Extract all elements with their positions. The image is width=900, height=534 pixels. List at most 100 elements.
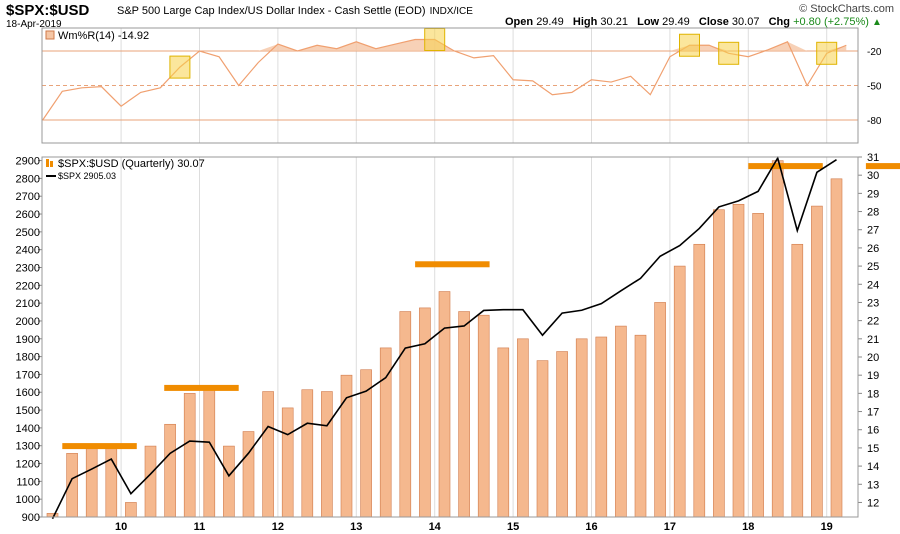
right-tick-label: 16 <box>867 425 879 437</box>
right-tick-label: 31 <box>867 152 879 164</box>
ticker-symbol: $SPX:$USD <box>6 2 90 19</box>
ratio-bar <box>713 209 725 518</box>
left-tick-label: 2200 <box>16 280 40 292</box>
ratio-bar <box>497 347 510 518</box>
x-tick-label: 12 <box>272 521 284 533</box>
right-tick-label: 20 <box>867 352 879 364</box>
right-tick-label: 19 <box>867 370 879 382</box>
high-label: High <box>572 16 598 28</box>
left-tick-label: 2800 <box>16 173 40 185</box>
low-value: 29.49 <box>662 16 690 28</box>
stockcharts-brand: © StockCharts.com <box>799 3 894 15</box>
right-tick-label: 26 <box>867 243 879 255</box>
ratio-bar <box>771 160 784 518</box>
right-tick-label: 30 <box>867 170 879 182</box>
left-tick-label: 1200 <box>16 459 40 471</box>
left-tick-label: 1000 <box>16 494 40 506</box>
high-value: 30.21 <box>600 16 628 28</box>
left-tick-label: 2600 <box>16 209 40 221</box>
ratio-bar <box>811 205 823 518</box>
wr-highlight-box <box>816 41 838 65</box>
left-tick-label: 2100 <box>16 298 40 310</box>
ratio-bar <box>144 445 157 518</box>
right-tick-label: 27 <box>867 225 879 237</box>
x-tick-label: 15 <box>507 521 519 533</box>
right-tick-label: 25 <box>867 261 879 273</box>
ratio-bar <box>732 203 745 518</box>
bar-legend-swatch <box>46 159 49 167</box>
right-tick-label: 24 <box>867 279 879 291</box>
ratio-bar <box>693 243 706 518</box>
axes: 12 13 14 15 16 17 18 19 20 21 22 23 24 25 26 27 28 29 30 31… <box>16 27 879 533</box>
left-tick-label: 1400 <box>16 423 40 435</box>
ratio-bar <box>830 178 843 518</box>
main-frame <box>41 156 859 518</box>
ratio-bar <box>517 338 529 518</box>
ratio-bar <box>752 213 764 518</box>
left-tick-label: 1100 <box>16 476 40 488</box>
ratio-bar <box>125 502 137 518</box>
right-tick-label: 29 <box>867 188 879 200</box>
ratio-bar <box>262 391 274 518</box>
ratio-bar <box>575 338 588 518</box>
ratio-bar <box>223 445 235 518</box>
right-tick-label: 14 <box>867 461 879 473</box>
ratio-bar <box>419 307 431 518</box>
close-value: 30.07 <box>731 16 760 28</box>
quote-summary: Open 29.49 High 30.21 Low 29.49 Close 30… <box>505 16 882 28</box>
wr-highlight-box <box>424 28 446 51</box>
left-tick-label: 2000 <box>16 316 40 328</box>
close-label: Close <box>698 16 729 28</box>
up-triangle-icon: ▲ <box>871 17 882 28</box>
top-marker <box>164 384 239 391</box>
right-tick-label: 28 <box>867 207 879 219</box>
ratio-bar <box>321 391 333 518</box>
chg-label: Chg <box>768 16 790 28</box>
ratio-bar <box>477 314 490 518</box>
ratio-bar <box>281 407 294 518</box>
ratio-bar <box>556 351 568 518</box>
ratio-bar <box>791 243 804 518</box>
ratio-bar <box>242 431 255 518</box>
instrument-description: S&P 500 Large Cap Index/US Dollar Index … <box>117 5 473 17</box>
x-tick-label: 17 <box>664 521 676 533</box>
williams-r-panel: -20 -50 -80 Wm%R(14) -14.92 <box>42 28 882 127</box>
x-tick-label: 11 <box>194 521 206 533</box>
ratio-bar <box>203 389 216 518</box>
ratio-bar <box>183 393 196 518</box>
ratio-bar <box>673 265 686 518</box>
x-tick-label: 13 <box>350 521 362 533</box>
ratio-bar <box>85 447 98 518</box>
exchange-code: INDX/ICE <box>429 6 473 17</box>
top-marker <box>748 163 823 170</box>
right-tick-label: 12 <box>867 497 879 509</box>
ratio-bar <box>654 302 666 518</box>
x-tick-label: 10 <box>115 521 127 533</box>
right-tick-label: 15 <box>867 443 879 455</box>
open-value: 29.49 <box>536 16 564 28</box>
left-tick-label: 1900 <box>16 334 40 346</box>
left-tick-label: 2300 <box>16 262 40 274</box>
top-marker <box>62 443 137 450</box>
bar-legend: $SPX:$USD (Quarterly) 30.07 <box>58 158 205 170</box>
price-panel: $SPX:$USD (Quarterly) 30.07$SPX 2905.03 <box>46 156 900 520</box>
x-tick-label: 19 <box>821 521 833 533</box>
left-tick-label: 1300 <box>16 441 40 453</box>
ratio-bar <box>634 334 647 518</box>
ratio-bar <box>105 445 118 518</box>
right-tick-label: 22 <box>867 316 879 328</box>
wr-tick-label: -50 <box>867 82 882 93</box>
ratio-bar <box>301 389 314 518</box>
right-tick-label: 21 <box>867 334 879 346</box>
spx-legend: $SPX 2905.03 <box>58 171 116 181</box>
left-tick-label: 1600 <box>16 387 40 399</box>
wr-legend-swatch <box>45 30 55 40</box>
wr-highlight-box <box>718 41 740 65</box>
left-tick-label: 1500 <box>16 405 40 417</box>
left-tick-label: 2400 <box>16 245 40 257</box>
right-tick-label: 17 <box>867 407 879 419</box>
x-tick-label: 16 <box>585 521 597 533</box>
left-tick-label: 900 <box>22 512 40 524</box>
chg-value: +0.80 (+2.75%) <box>793 16 869 28</box>
ratio-bar <box>615 325 627 518</box>
